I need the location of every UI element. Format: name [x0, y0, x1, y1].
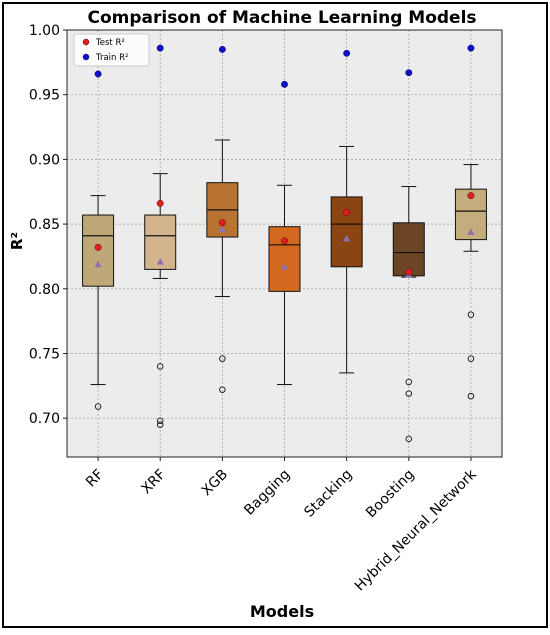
box-xrf [144, 44, 177, 428]
box-body [330, 196, 363, 268]
x-axis-label: Models [250, 602, 314, 621]
box-bagging [268, 80, 301, 386]
test-r2-point [343, 208, 351, 216]
outlier-point [94, 403, 102, 410]
box-body [392, 222, 425, 277]
box-body [82, 214, 115, 287]
legend-box [73, 33, 150, 67]
outlier-point [156, 417, 164, 425]
test-r2-point [467, 192, 475, 200]
test-r2-point [156, 199, 164, 207]
legend-test-marker [82, 38, 90, 46]
y-tick-label: 0.95 [29, 88, 60, 104]
box-boosting [392, 69, 425, 443]
box-plots [82, 44, 487, 443]
box-xgb [206, 45, 239, 393]
y-tick-label: 0.85 [29, 217, 60, 233]
mean-marker [280, 263, 289, 270]
outlier-point [405, 378, 413, 386]
test-r2-point [405, 268, 413, 276]
train-r2-point [218, 45, 226, 53]
mean-marker [218, 225, 226, 233]
y-axis-label: R² [8, 232, 26, 250]
outlier-point [219, 355, 226, 362]
mean-marker [467, 228, 475, 235]
outlier-point [467, 355, 475, 362]
box-stacking [330, 49, 363, 374]
train-r2-point [343, 49, 351, 57]
outlier-point [156, 363, 164, 370]
train-r2-point [281, 80, 288, 88]
y-tick-label: 0.75 [29, 346, 60, 362]
legend-test-label: Test R² [95, 38, 125, 48]
mean-marker [156, 258, 164, 265]
y-tick-labels: 0.70 0.75 0.80 0.85 0.90 0.95 1.00 [29, 23, 67, 427]
mean-marker [94, 260, 102, 268]
test-r2-point [281, 237, 288, 245]
box-rf [82, 70, 115, 410]
legend-train-marker [82, 53, 90, 61]
y-tick-label: 0.70 [29, 411, 60, 427]
legend: Test R² Train R² [73, 33, 150, 67]
outlier-point [405, 435, 413, 443]
outlier-point [405, 390, 413, 397]
box-body [268, 226, 301, 292]
mean-marker [343, 234, 351, 242]
train-r2-point [405, 69, 413, 77]
outlier-point [156, 421, 164, 428]
box-hybrid_neural_network [454, 44, 487, 400]
train-r2-point [156, 44, 164, 52]
y-tick-label: 1.00 [29, 23, 60, 39]
outlier-point [219, 386, 226, 393]
train-r2-point [467, 44, 475, 52]
test-r2-point [218, 219, 226, 227]
chart-title: Comparison of Machine Learning Models [87, 8, 476, 28]
y-tick-label: 0.90 [29, 152, 60, 168]
test-r2-point [94, 243, 102, 251]
outlier-point [467, 311, 475, 318]
train-r2-point [94, 70, 102, 78]
legend-train-label: Train R² [95, 53, 128, 63]
y-tick-label: 0.80 [29, 282, 60, 298]
plot-frame [66, 29, 503, 458]
outlier-point [467, 392, 475, 400]
